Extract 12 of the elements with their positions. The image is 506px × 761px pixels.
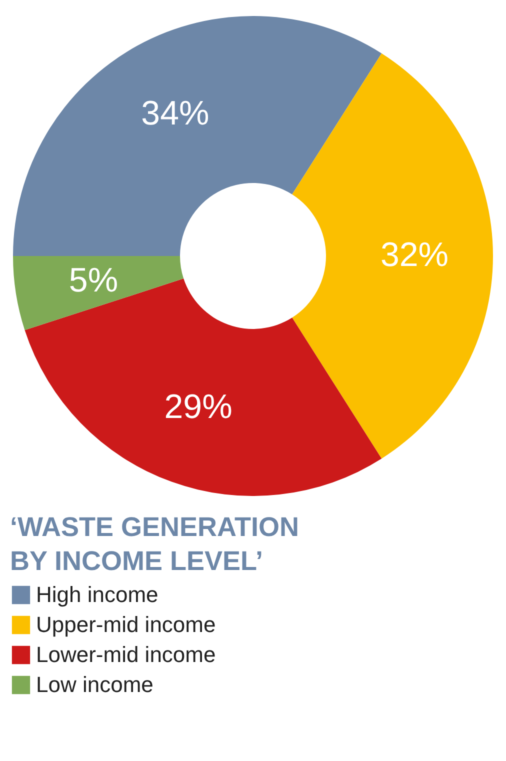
data-label: 29% bbox=[164, 388, 232, 426]
donut-slice bbox=[13, 16, 382, 256]
legend-label: Lower-mid income bbox=[36, 642, 216, 667]
legend-title: ‘WASTE GENERATION BY INCOME LEVEL’ bbox=[10, 512, 300, 576]
legend-label: Upper-mid income bbox=[36, 612, 216, 637]
legend-label: Low income bbox=[36, 672, 154, 697]
data-label: 34% bbox=[141, 94, 210, 132]
data-label: 5% bbox=[68, 261, 118, 300]
legend-label: High income bbox=[36, 582, 158, 607]
donut-slice bbox=[292, 53, 493, 459]
data-label: 32% bbox=[380, 236, 449, 274]
donut-slice bbox=[13, 256, 184, 330]
